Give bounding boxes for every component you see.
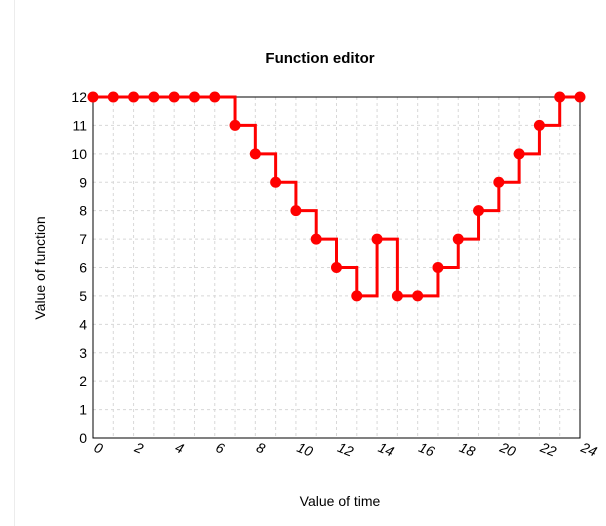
data-point[interactable] (473, 205, 485, 217)
y-tick-label: 9 (79, 174, 87, 190)
plot-frame (92, 96, 581, 439)
data-point[interactable] (533, 119, 545, 131)
data-point[interactable] (310, 233, 322, 245)
x-tick-label: 20 (497, 439, 519, 460)
data-point[interactable] (209, 91, 221, 103)
y-tick-label: 7 (79, 231, 87, 247)
x-tick-label: 8 (254, 439, 267, 457)
data-point[interactable] (270, 176, 282, 188)
data-point[interactable] (107, 91, 119, 103)
x-tick-label: 0 (92, 439, 105, 457)
data-point[interactable] (371, 233, 383, 245)
x-tick-label: 16 (417, 439, 438, 460)
data-point[interactable] (168, 91, 180, 103)
data-point[interactable] (574, 91, 586, 103)
data-point[interactable] (493, 176, 505, 188)
x-tick-label: 6 (214, 439, 227, 457)
data-point[interactable] (331, 262, 342, 273)
x-axis-ticks: 0 2 4 6 8 10 12 14 16 18 20 22 24 (92, 439, 600, 460)
x-tick-label: 18 (457, 439, 478, 460)
x-tick-label: 12 (335, 439, 356, 460)
data-point[interactable] (452, 233, 464, 245)
data-point[interactable] (148, 91, 160, 103)
data-point[interactable] (554, 91, 566, 103)
y-tick-label: 4 (79, 316, 87, 332)
y-tick-label: 11 (72, 117, 87, 133)
x-tick-label: 4 (173, 439, 186, 457)
y-tick-label: 0 (79, 430, 87, 446)
data-point[interactable] (249, 148, 261, 160)
x-axis-label: Value of time (300, 493, 381, 509)
y-tick-label: 10 (71, 146, 87, 162)
y-axis-label: Value of function (32, 216, 48, 319)
series-group[interactable] (87, 91, 586, 302)
y-tick-label: 5 (79, 288, 87, 304)
data-point[interactable] (87, 91, 99, 103)
x-tick-label: 14 (376, 439, 397, 460)
data-point[interactable] (229, 119, 241, 131)
x-tick-label: 10 (295, 439, 316, 460)
y-tick-label: 12 (71, 89, 87, 105)
data-point[interactable] (412, 290, 424, 302)
y-tick-label: 6 (79, 260, 87, 276)
data-point[interactable] (513, 148, 525, 160)
y-tick-label: 2 (79, 373, 87, 389)
x-tick-label: 2 (132, 439, 146, 457)
panel-left-edge (0, 0, 15, 526)
y-tick-label: 3 (79, 345, 87, 361)
data-point[interactable] (351, 290, 363, 302)
y-tick-label: 8 (79, 203, 87, 219)
x-tick-label: 24 (578, 439, 600, 460)
chart-title: Function editor (265, 50, 374, 67)
data-point[interactable] (128, 91, 140, 103)
data-point[interactable] (188, 91, 200, 103)
data-point[interactable] (391, 290, 403, 302)
x-tick-label: 22 (537, 439, 559, 460)
data-point[interactable] (432, 262, 444, 273)
y-tick-label: 1 (79, 402, 87, 418)
data-point[interactable] (290, 205, 302, 217)
